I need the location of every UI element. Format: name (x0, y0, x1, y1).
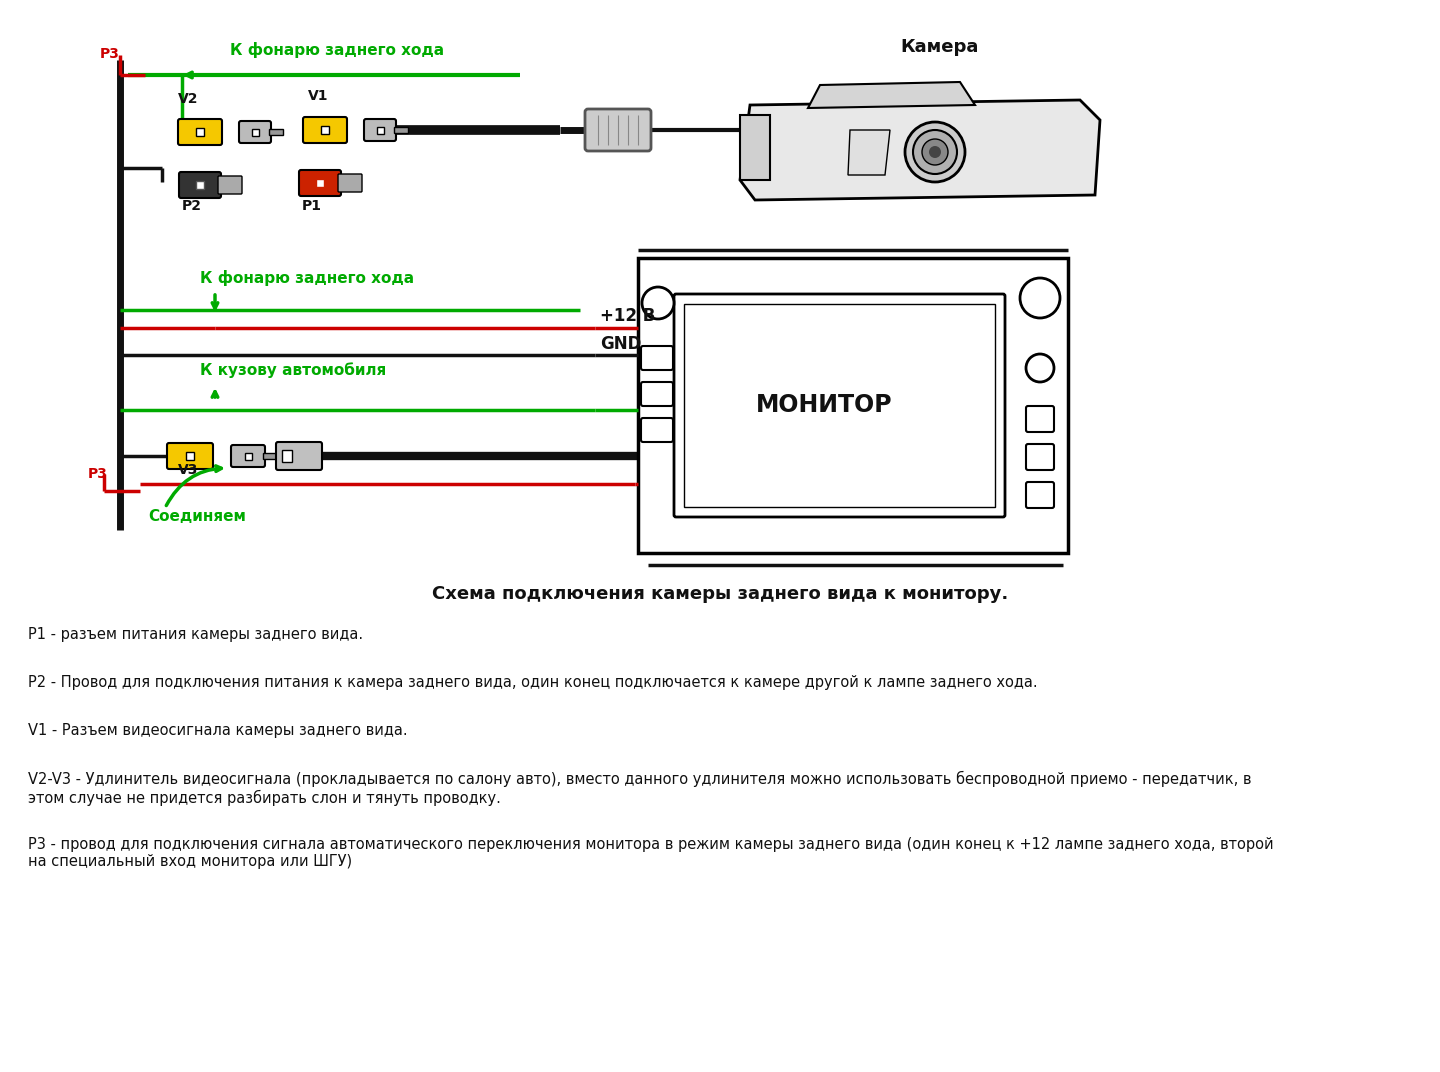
FancyBboxPatch shape (179, 172, 220, 198)
Bar (186, 452, 194, 460)
FancyBboxPatch shape (641, 382, 672, 406)
Circle shape (913, 130, 958, 174)
Polygon shape (740, 100, 1100, 200)
Text: V2: V2 (179, 92, 199, 106)
Bar (740, 115, 770, 180)
FancyBboxPatch shape (167, 443, 213, 470)
Text: P3: P3 (99, 47, 120, 61)
Text: P3 - провод для подключения сигнала автоматического переключения монитора в режи: P3 - провод для подключения сигнала авто… (27, 837, 1273, 869)
FancyBboxPatch shape (1025, 482, 1054, 508)
Text: К кузову автомобиля: К кузову автомобиля (200, 362, 386, 378)
Bar (376, 126, 383, 134)
FancyBboxPatch shape (276, 442, 323, 470)
Bar (264, 453, 276, 459)
FancyBboxPatch shape (1025, 444, 1054, 470)
Text: К фонарю заднего хода: К фонарю заднего хода (200, 270, 415, 286)
Text: Соединяем: Соединяем (148, 509, 246, 524)
Text: МОНИТОР: МОНИТОР (756, 393, 893, 417)
Bar (252, 129, 259, 135)
Text: V1: V1 (308, 89, 328, 103)
FancyBboxPatch shape (641, 346, 672, 370)
FancyBboxPatch shape (302, 117, 347, 143)
Text: Камера: Камера (900, 38, 978, 56)
Text: P1 - разъем питания камеры заднего вида.: P1 - разъем питания камеры заднего вида. (27, 627, 363, 642)
FancyBboxPatch shape (300, 170, 341, 196)
FancyBboxPatch shape (217, 176, 242, 194)
Circle shape (922, 139, 948, 165)
Text: P1: P1 (302, 199, 323, 213)
Bar (321, 126, 328, 134)
FancyBboxPatch shape (638, 258, 1068, 553)
FancyBboxPatch shape (1025, 406, 1054, 432)
FancyBboxPatch shape (338, 174, 361, 192)
Bar (315, 179, 324, 187)
Circle shape (904, 122, 965, 182)
Bar (269, 129, 284, 135)
Text: V1 - Разъем видеосигнала камеры заднего вида.: V1 - Разъем видеосигнала камеры заднего … (27, 723, 408, 738)
FancyBboxPatch shape (230, 445, 265, 467)
Text: Схема подключения камеры заднего вида к монитору.: Схема подключения камеры заднего вида к … (432, 585, 1008, 602)
Circle shape (1025, 354, 1054, 382)
FancyBboxPatch shape (239, 121, 271, 143)
Bar (245, 452, 252, 460)
Polygon shape (848, 130, 890, 175)
FancyBboxPatch shape (364, 119, 396, 142)
Circle shape (1020, 278, 1060, 318)
Bar (196, 181, 204, 189)
FancyBboxPatch shape (641, 418, 672, 442)
Bar (282, 450, 292, 462)
Text: P3: P3 (88, 467, 108, 481)
FancyBboxPatch shape (179, 119, 222, 145)
Text: V2-V3 - Удлинитель видеосигнала (прокладывается по салону авто), вместо данного : V2-V3 - Удлинитель видеосигнала (проклад… (27, 771, 1251, 806)
Circle shape (929, 146, 940, 158)
Bar (395, 126, 408, 133)
Text: К фонарю заднего хода: К фонарю заднего хода (230, 42, 444, 58)
FancyBboxPatch shape (585, 109, 651, 151)
Text: P2 - Провод для подключения питания к камера заднего вида, один конец подключает: P2 - Провод для подключения питания к ка… (27, 675, 1038, 690)
Polygon shape (808, 81, 975, 108)
Text: +12 В: +12 В (600, 307, 655, 325)
FancyBboxPatch shape (684, 304, 995, 507)
Circle shape (642, 287, 674, 319)
Text: V3: V3 (179, 463, 199, 477)
Text: P2: P2 (181, 199, 202, 213)
Bar (196, 128, 204, 136)
Text: GND: GND (600, 334, 641, 353)
FancyBboxPatch shape (674, 294, 1005, 517)
